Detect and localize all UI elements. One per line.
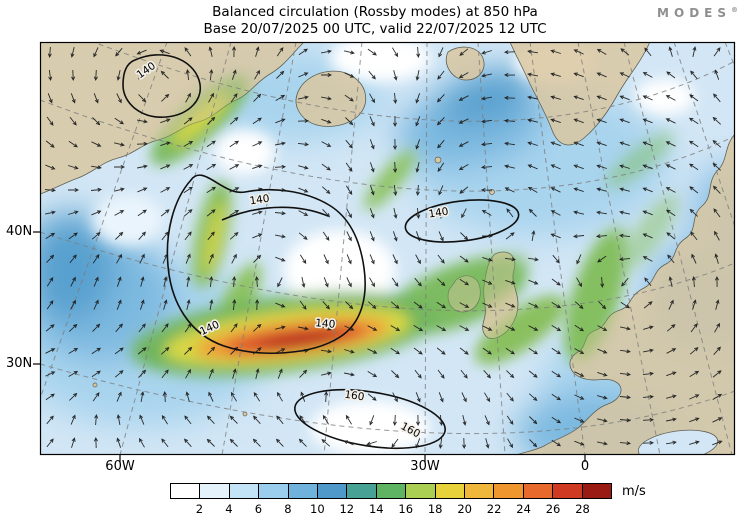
contour-label: 140 xyxy=(315,317,336,331)
colorbar-cell xyxy=(582,484,612,498)
colorbar-cell xyxy=(406,484,436,498)
colorbar-tick-label: 24 xyxy=(516,502,531,516)
colorbar-cell xyxy=(288,484,319,498)
axis-ticks xyxy=(33,231,586,462)
map-frame xyxy=(39,41,736,456)
colorbar-tick-label: 26 xyxy=(545,502,561,516)
colorbar-tick-label: 4 xyxy=(225,502,233,516)
chart-title: Balanced circulation (Rossby modes) at 8… xyxy=(212,4,538,20)
contour-label: 140 xyxy=(428,206,450,221)
colorbar-cell xyxy=(435,484,466,498)
colorbar-cell xyxy=(200,484,230,498)
colorbar-cell xyxy=(465,484,495,498)
colorbar-tick-label: 12 xyxy=(339,502,355,516)
colorbar: 2 4 6 8 10 12 14 16 18 20 22 24 26 28 m/s xyxy=(170,483,646,516)
contour-label: 160 xyxy=(344,389,366,404)
chart-subtitle: Base 20/07/2025 00 UTC, valid 22/07/2025… xyxy=(203,21,547,37)
map-canvas: 140 140 140 140 140 160 160 xyxy=(33,41,736,462)
colorbar-tick-label: 22 xyxy=(486,502,502,516)
lon-label: 30W xyxy=(410,459,440,474)
colorbar-tick-label: 6 xyxy=(254,502,263,516)
colorbar-cell xyxy=(376,484,407,498)
colorbar-cell xyxy=(494,484,524,498)
modes-logo-text: MODES xyxy=(657,6,731,20)
lon-label: 0 xyxy=(580,459,590,474)
colorbar-tick-label: 10 xyxy=(310,502,325,516)
lat-label: 40N xyxy=(6,224,33,239)
colorbar-cell xyxy=(229,484,260,498)
colorbar-tick-label: 16 xyxy=(398,502,414,516)
modes-logo: MODES® xyxy=(657,6,738,20)
colorbar-cells xyxy=(170,483,612,499)
colorbar-cell xyxy=(171,484,201,498)
colorbar-cell xyxy=(318,484,348,498)
colorbar-tick-label: 28 xyxy=(575,502,590,516)
colorbar-cell xyxy=(347,484,377,498)
lat-label: 30N xyxy=(6,356,33,371)
colorbar-tick-label: 8 xyxy=(284,502,292,516)
wind-arrows xyxy=(44,45,723,450)
colorbar-tick-label: 18 xyxy=(427,502,443,516)
contour-label: 140 xyxy=(249,193,271,208)
registered-mark: ® xyxy=(731,6,738,14)
colorbar-tick-label: 14 xyxy=(368,502,384,516)
colorbar-unit: m/s xyxy=(622,484,646,499)
colorbar-cell xyxy=(259,484,289,498)
lon-label: 60W xyxy=(105,459,135,474)
graticule xyxy=(40,42,735,455)
colorbar-cell xyxy=(523,484,554,498)
colorbar-tick-label: 20 xyxy=(457,502,472,516)
colorbar-tick-label: 2 xyxy=(195,502,204,516)
colorbar-cell xyxy=(553,484,583,498)
